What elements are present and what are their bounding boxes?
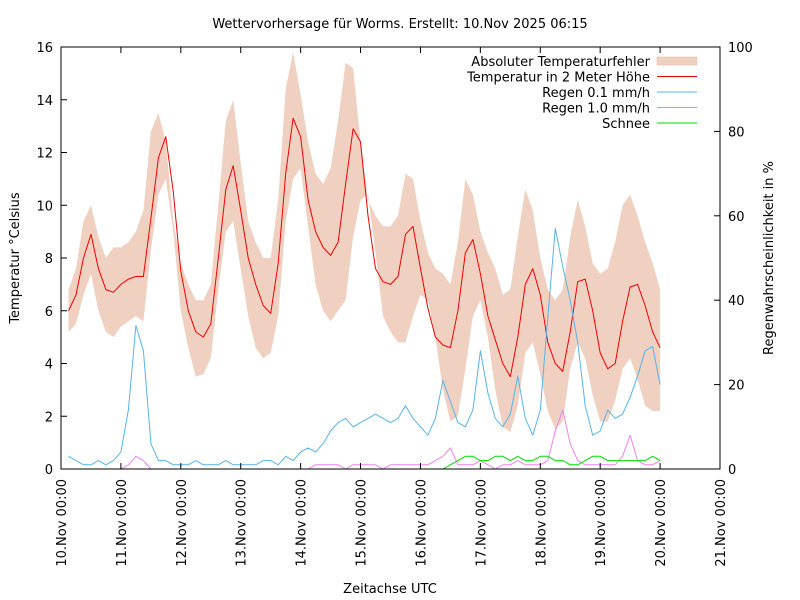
y-tick-label: 0: [45, 463, 53, 478]
legend-label: Schnee: [602, 117, 650, 132]
y2-axis-label: Regenwahrscheinlichkeit in %: [762, 161, 777, 355]
chart-title: Wettervorhersage für Worms. Erstellt: 10…: [212, 17, 587, 32]
series-line-regen-0-1-mm-h: [68, 228, 661, 466]
y2-tick-label: 100: [728, 41, 753, 56]
y2-tick-label: 60: [728, 210, 745, 225]
x-axis-label: Zeitachse UTC: [343, 582, 437, 597]
temperature-error-band-layer: [68, 52, 661, 433]
legend-swatch: [656, 56, 698, 66]
y2-axis-ticks: 0 20 40 60 80 100: [714, 41, 753, 478]
y2-tick-label: 40: [728, 294, 745, 309]
x-tick-label: 10.Nov 00:00: [55, 479, 70, 567]
series-band-absoluter-temperaturfehler: [68, 52, 661, 433]
y-tick-label: 14: [36, 94, 53, 109]
y-axis-label: Temperatur °Celsius: [8, 192, 23, 325]
x-tick-label: 17.Nov 00:00: [474, 479, 489, 567]
legend-label: Temperatur in 2 Meter Höhe: [466, 71, 650, 86]
y-tick-label: 2: [45, 410, 53, 425]
x-axis-ticks: 10.Nov 00:00 11.Nov 00:00 12.Nov 00:00 13.N…: [55, 47, 729, 567]
y2-tick-label: 0: [728, 463, 736, 478]
y-tick-label: 12: [36, 147, 53, 162]
x-tick-label: 16.Nov 00:00: [414, 479, 429, 567]
x-tick-label: 21.Nov 00:00: [714, 479, 729, 567]
x-tick-label: 19.Nov 00:00: [594, 479, 609, 567]
x-tick-label: 15.Nov 00:00: [355, 479, 370, 567]
series-line-schnee: [442, 455, 661, 470]
y-tick-label: 10: [36, 199, 53, 214]
y-tick-label: 16: [36, 41, 53, 56]
y2-tick-label: 80: [728, 125, 745, 140]
x-tick-label: 14.Nov 00:00: [295, 479, 310, 567]
y2-tick-label: 20: [728, 379, 745, 394]
x-tick-label: 20.Nov 00:00: [654, 479, 669, 567]
y-axis-ticks: 0 2 4 6 8 10 12 14 16: [36, 41, 67, 478]
legend-label: Absoluter Temperaturfehler: [471, 55, 650, 70]
x-tick-label: 11.Nov 00:00: [115, 479, 130, 567]
y-tick-label: 6: [45, 305, 53, 320]
legend-label: Regen 0.1 mm/h: [542, 86, 650, 101]
y-tick-label: 8: [45, 252, 53, 267]
y-tick-label: 4: [45, 358, 53, 373]
x-tick-label: 12.Nov 00:00: [175, 479, 190, 567]
x-tick-label: 13.Nov 00:00: [235, 479, 250, 567]
x-tick-label: 18.Nov 00:00: [534, 479, 549, 567]
series-line-temperatur-in-2-meter-h-he: [68, 117, 661, 378]
legend-label: Regen 1.0 mm/h: [542, 102, 650, 117]
